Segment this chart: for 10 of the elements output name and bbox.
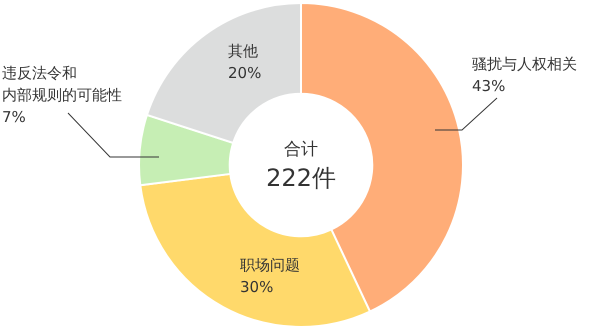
- data-label: 43%: [472, 76, 506, 95]
- slice-label: 违反法令和内部规则的可能性: [2, 64, 122, 104]
- data-label: 20%: [228, 64, 262, 82]
- slice-label: 其他: [228, 42, 258, 60]
- text: 222件: [266, 164, 336, 192]
- data-label: 30%: [240, 278, 274, 296]
- slice-label: 骚扰与人权相关: [472, 54, 577, 73]
- text: 合计: [284, 139, 318, 160]
- slice-label: 职场问题: [240, 256, 300, 274]
- data-label: 7%: [2, 108, 26, 126]
